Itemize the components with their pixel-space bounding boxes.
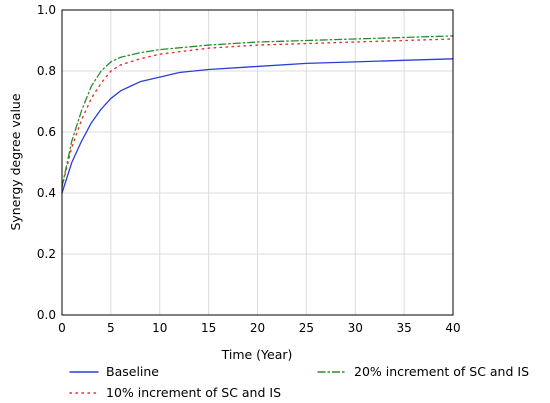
x-tick-label: 5 [107,321,115,335]
y-axis-label: Synergy degree value [8,93,23,230]
y-tick-label: 0.0 [37,308,56,322]
x-tick-label: 15 [201,321,216,335]
y-tick-label: 0.4 [37,186,56,200]
y-tick-label: 0.2 [37,247,56,261]
series-lines [61,35,454,194]
x-tick-label: 10 [152,321,167,335]
x-tick-label: 25 [299,321,314,335]
x-tick-label: 20 [250,321,265,335]
series-line-1 [61,58,454,194]
y-tick-label: 1.0 [37,3,56,17]
grid-lines [61,9,454,316]
x-tick-label: 35 [396,321,411,335]
legend-label-3: 20% increment of SC and IS [354,364,529,379]
y-tick-label: 0.8 [37,64,56,78]
tick-labels: 0 5 10 15 20 25 30 35 40 0.0 0.2 0.4 0.6 0.8 1.0 [37,3,461,335]
series-line-3 [61,35,454,188]
x-tick-label: 0 [58,321,66,335]
x-tick-label: 30 [348,321,363,335]
x-tick-label: 40 [445,321,460,335]
legend-label-2: 10% increment of SC and IS [106,385,281,400]
y-tick-label: 0.6 [37,125,56,139]
plot-frame [61,9,454,316]
legend-label-1: Baseline [106,364,159,379]
legend: Baseline 10% increment of SC and IS 20% in… [69,364,529,400]
series-line-2 [61,38,454,188]
x-axis-label: Time (Year) [221,347,293,362]
